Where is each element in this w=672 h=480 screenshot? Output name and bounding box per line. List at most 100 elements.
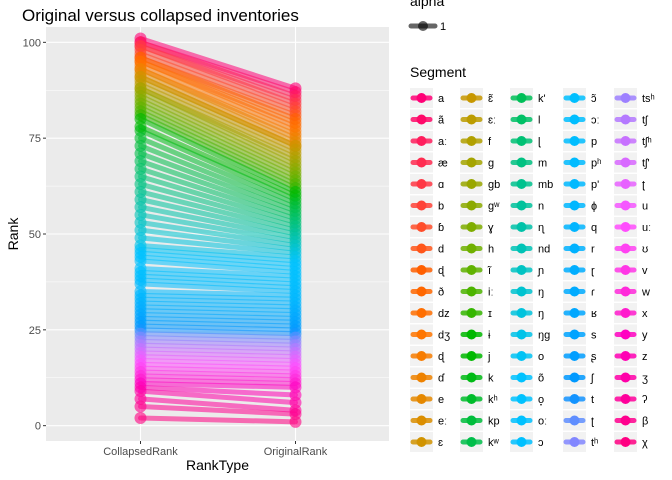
- legend-key-point: [416, 179, 427, 189]
- legend-label: y: [642, 330, 648, 342]
- legend-key-point: [516, 265, 527, 275]
- series-line: [138, 319, 298, 329]
- legend-key-point: [416, 308, 427, 318]
- legend-key-point: [516, 243, 527, 254]
- legend-item: õ: [510, 367, 544, 388]
- legend-key-point: [466, 308, 477, 318]
- legend-key-point: [620, 136, 631, 146]
- legend-label: õ: [538, 373, 544, 385]
- legend-item: o̞: [510, 389, 544, 409]
- series-line: [138, 254, 298, 271]
- legend-label: o̞: [538, 394, 544, 406]
- legend-label: ɽ: [591, 265, 595, 277]
- series-line: [138, 235, 298, 256]
- y-tick-label: 0: [35, 421, 41, 433]
- legend-key-point: [416, 222, 427, 232]
- data-point-collapsed: [134, 400, 147, 413]
- series-line: [138, 39, 298, 99]
- legend-item: ɖ: [410, 260, 445, 280]
- legend-label: ŋ: [538, 308, 544, 320]
- legend-segment-items: aãaːæɑbɓdɖðdzdʒɖɗeeːɛɛ̃ɛːfggbgʷɣhĩiːɪɨjk…: [410, 88, 655, 452]
- legend-label: oː: [538, 416, 547, 428]
- series-line: [138, 112, 298, 191]
- legend-key-point: [620, 394, 631, 404]
- legend-label: aː: [438, 136, 447, 148]
- legend-key-point: [516, 286, 527, 297]
- data-point-original: [289, 415, 302, 428]
- series-line: [138, 89, 298, 168]
- legend-label: ɛː: [488, 115, 496, 127]
- legend-key-point: [516, 179, 527, 189]
- legend-key-point: [466, 93, 477, 103]
- legend-item: k: [460, 367, 494, 388]
- series-line: [138, 97, 298, 176]
- legend-label: m: [538, 158, 547, 170]
- series-line: [138, 246, 298, 264]
- legend-label: t: [591, 394, 594, 406]
- y-tick-label: 50: [29, 229, 41, 241]
- legend-key-point: [516, 372, 527, 383]
- legend-item: u: [614, 195, 648, 216]
- series-line: [138, 158, 298, 218]
- legend-key-point: [620, 415, 631, 426]
- legend-key-point: [620, 93, 631, 103]
- series-line: [138, 258, 298, 275]
- legend-key-point: [416, 372, 427, 383]
- series-line: [138, 74, 298, 149]
- legend-item: pʰ: [563, 152, 601, 173]
- legend-label: ʒ: [642, 373, 648, 385]
- legend-label: z: [642, 351, 648, 363]
- legend-label: b: [438, 201, 444, 213]
- series-line: [138, 296, 298, 306]
- series-points: [134, 32, 302, 428]
- legend-item: ɣ: [460, 217, 494, 237]
- series-line: [138, 300, 298, 310]
- legend-label: χ: [642, 437, 648, 449]
- legend-item: mb: [510, 174, 553, 194]
- legend-item: tʃ: [614, 109, 649, 130]
- legend-item: æ: [410, 152, 448, 173]
- legend-label: æ: [438, 158, 448, 170]
- legend-item: ɸ: [563, 195, 597, 216]
- legend-item: t: [563, 389, 594, 409]
- legend-item: g: [460, 152, 494, 173]
- series-line: [138, 36, 298, 91]
- legend-key-point: [569, 243, 580, 254]
- legend-label: ɔ̃: [591, 93, 597, 105]
- series-line: [138, 277, 298, 291]
- legend-key-point: [416, 200, 427, 211]
- legend-key-point: [620, 243, 631, 254]
- legend-key-point: [466, 351, 477, 361]
- legend-item: ʁ: [563, 303, 597, 323]
- legend-item: ĩ: [460, 260, 492, 280]
- legend-label: kʰ: [488, 394, 498, 406]
- legend-item: z: [614, 346, 648, 366]
- legend-key-point: [516, 415, 527, 426]
- legend-label: ɓ: [438, 222, 444, 234]
- legend-label: ɗ: [438, 373, 445, 385]
- legend-key-point: [569, 179, 580, 189]
- series-line: [138, 304, 298, 314]
- legend-label: ɛ̃: [488, 93, 493, 105]
- series-line: [138, 128, 298, 202]
- legend-label: nd: [538, 244, 550, 256]
- legend-item: y: [614, 324, 648, 345]
- series-line: [138, 204, 298, 241]
- series-line: [138, 143, 298, 210]
- legend-item: ɔ̃: [563, 88, 597, 108]
- legend-label: ɭ: [538, 136, 541, 148]
- legend-label: w: [641, 287, 650, 299]
- y-axis-ticks: 0 25 50 75 100: [23, 37, 46, 433]
- series-line: [138, 62, 298, 133]
- legend-label: ɑ: [438, 179, 444, 191]
- legend-label: tʃ: [642, 115, 649, 127]
- series-line: [138, 66, 298, 141]
- legend-key-point: [620, 222, 631, 232]
- series-line: [138, 315, 298, 325]
- legend-key-point: [466, 222, 477, 232]
- series-line: [138, 243, 298, 260]
- series-line: [138, 78, 298, 153]
- legend-item: tʰ: [563, 432, 598, 452]
- legend-key-point: [516, 222, 527, 232]
- legend-key-point: [516, 351, 527, 361]
